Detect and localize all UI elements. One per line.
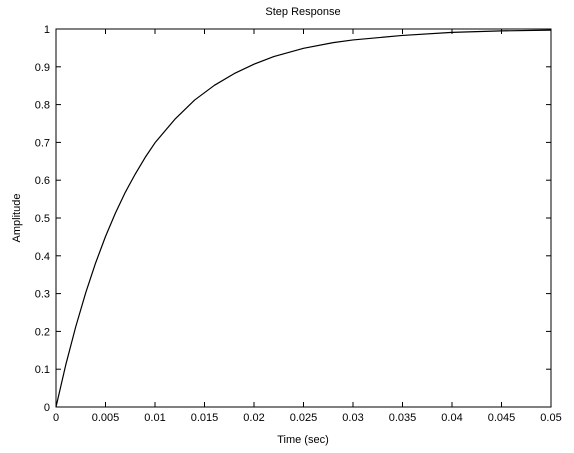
step-response-line xyxy=(55,29,552,408)
x-tick-label: 0.03 xyxy=(342,412,363,424)
y-tick-label: 0.4 xyxy=(35,251,50,263)
y-tick-label: 0.7 xyxy=(35,137,50,149)
x-tick-label: 0.04 xyxy=(441,412,462,424)
y-tick-label: 1 xyxy=(44,24,50,36)
plot-area-frame xyxy=(55,28,552,408)
x-tick-label: 0.015 xyxy=(191,412,219,424)
y-tick-label: 0.5 xyxy=(35,213,50,225)
x-tick-label: 0.01 xyxy=(144,412,165,424)
plot-layer: 0 0.005 0.01 0.015 0.02 0.025 0.03 0.035 0.04 0.0… xyxy=(35,24,562,424)
x-tick-label: 0 xyxy=(53,412,59,424)
y-tick-label: 0.1 xyxy=(35,364,50,376)
x-tick-label: 0.025 xyxy=(290,412,318,424)
x-tick-label: 0.02 xyxy=(243,412,264,424)
chart-title: Step Response xyxy=(265,6,340,18)
y-tick-label: 0.6 xyxy=(35,175,50,187)
y-tick-label: 0.2 xyxy=(35,326,50,338)
y-axis-label: Amplitude xyxy=(11,194,23,243)
x-tick-label: 0.045 xyxy=(488,412,516,424)
y-tick-label: 0.9 xyxy=(35,62,50,74)
x-axis-label: Time (sec) xyxy=(277,434,329,446)
x-tick-label: 0.035 xyxy=(389,412,417,424)
y-tick-label: 0 xyxy=(44,402,50,414)
x-tick-label: 0.05 xyxy=(540,412,561,424)
y-tick-label: 0.8 xyxy=(35,100,50,112)
x-tick-label: 0.005 xyxy=(92,412,120,424)
y-tick-label: 0.3 xyxy=(35,289,50,301)
